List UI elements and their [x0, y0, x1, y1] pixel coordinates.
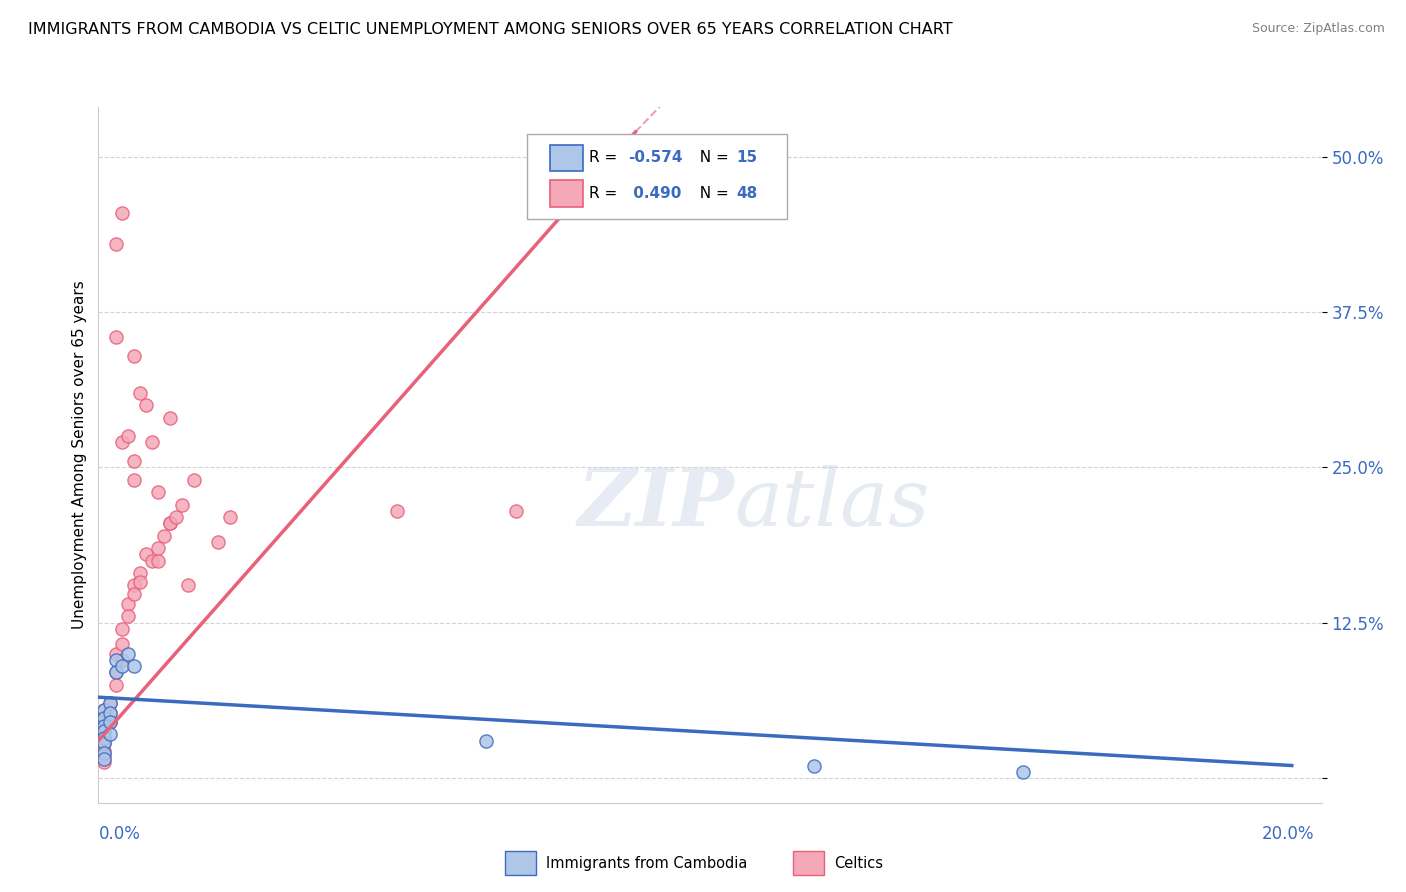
Point: [170, 498, 193, 512]
Text: Immigrants from Cambodia: Immigrants from Cambodia: [546, 856, 747, 871]
Text: Source: ZipAtlas.com: Source: ZipAtlas.com: [1251, 22, 1385, 36]
Point: [93, 719, 115, 733]
Point: [177, 578, 200, 592]
Point: [93, 719, 115, 733]
Point: [93, 723, 115, 738]
Point: [93, 711, 115, 725]
Text: Celtics: Celtics: [834, 856, 883, 871]
Point: [146, 485, 169, 500]
Point: [129, 566, 152, 580]
Point: [105, 678, 128, 692]
Point: [207, 534, 229, 549]
Point: [93, 755, 115, 769]
Point: [105, 653, 128, 667]
Point: [141, 435, 163, 450]
Point: [105, 665, 128, 680]
Point: [93, 731, 115, 746]
Point: [105, 665, 128, 680]
Point: [159, 516, 181, 531]
Point: [93, 703, 115, 717]
Point: [93, 748, 115, 763]
Point: [159, 410, 181, 425]
Point: [98, 697, 121, 711]
Point: [475, 733, 498, 747]
Point: [98, 697, 121, 711]
Point: [1012, 764, 1035, 779]
Point: [129, 574, 152, 589]
Point: [122, 587, 145, 601]
Text: 0.490: 0.490: [628, 186, 682, 201]
Text: 20.0%: 20.0%: [1263, 825, 1315, 843]
Point: [93, 723, 115, 738]
Point: [111, 637, 134, 651]
Point: [146, 541, 169, 555]
Text: -0.574: -0.574: [628, 151, 683, 165]
Point: [105, 236, 128, 251]
Point: [122, 349, 145, 363]
Point: [98, 714, 121, 729]
Point: [93, 731, 115, 746]
Point: [117, 429, 139, 443]
Point: [93, 736, 115, 750]
Text: atlas: atlas: [734, 465, 929, 542]
Point: [135, 398, 157, 412]
Point: [93, 736, 115, 750]
Point: [93, 752, 115, 766]
Text: ZIP: ZIP: [578, 465, 734, 542]
Point: [159, 516, 181, 531]
Point: [129, 385, 152, 400]
Text: R =: R =: [589, 186, 623, 201]
Point: [93, 703, 115, 717]
Text: N =: N =: [690, 151, 734, 165]
Point: [111, 659, 134, 673]
Point: [803, 758, 825, 772]
Point: [111, 622, 134, 636]
Point: [505, 504, 527, 518]
Point: [98, 706, 121, 721]
Y-axis label: Unemployment Among Seniors over 65 years: Unemployment Among Seniors over 65 years: [72, 281, 87, 629]
Text: N =: N =: [690, 186, 734, 201]
Point: [122, 578, 145, 592]
Point: [122, 473, 145, 487]
Point: [153, 529, 176, 543]
Point: [111, 205, 134, 219]
Point: [105, 647, 128, 661]
Point: [122, 454, 145, 468]
Point: [105, 330, 128, 344]
Point: [93, 744, 115, 758]
Point: [98, 727, 121, 741]
Point: [98, 714, 121, 729]
Point: [165, 510, 187, 524]
Text: IMMIGRANTS FROM CAMBODIA VS CELTIC UNEMPLOYMENT AMONG SENIORS OVER 65 YEARS CORR: IMMIGRANTS FROM CAMBODIA VS CELTIC UNEMP…: [28, 22, 953, 37]
Point: [117, 647, 139, 661]
Point: [93, 711, 115, 725]
Text: R =: R =: [589, 151, 623, 165]
Point: [117, 609, 139, 624]
Point: [122, 659, 145, 673]
Point: [98, 706, 121, 721]
Point: [111, 653, 134, 667]
Point: [385, 504, 408, 518]
Point: [218, 510, 240, 524]
Point: [135, 547, 157, 561]
Text: 0.0%: 0.0%: [98, 825, 141, 843]
Point: [141, 553, 163, 567]
Text: 48: 48: [737, 186, 758, 201]
Point: [117, 597, 139, 611]
Point: [93, 746, 115, 760]
Point: [146, 553, 169, 567]
Text: 15: 15: [737, 151, 758, 165]
Point: [111, 435, 134, 450]
Point: [183, 473, 205, 487]
